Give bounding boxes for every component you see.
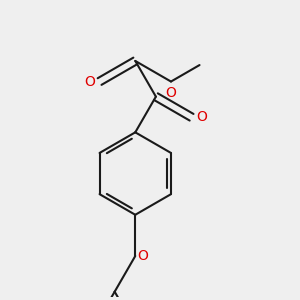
Text: O: O [166, 86, 176, 100]
Text: O: O [196, 110, 207, 124]
Text: O: O [84, 74, 95, 88]
Text: O: O [137, 249, 148, 263]
